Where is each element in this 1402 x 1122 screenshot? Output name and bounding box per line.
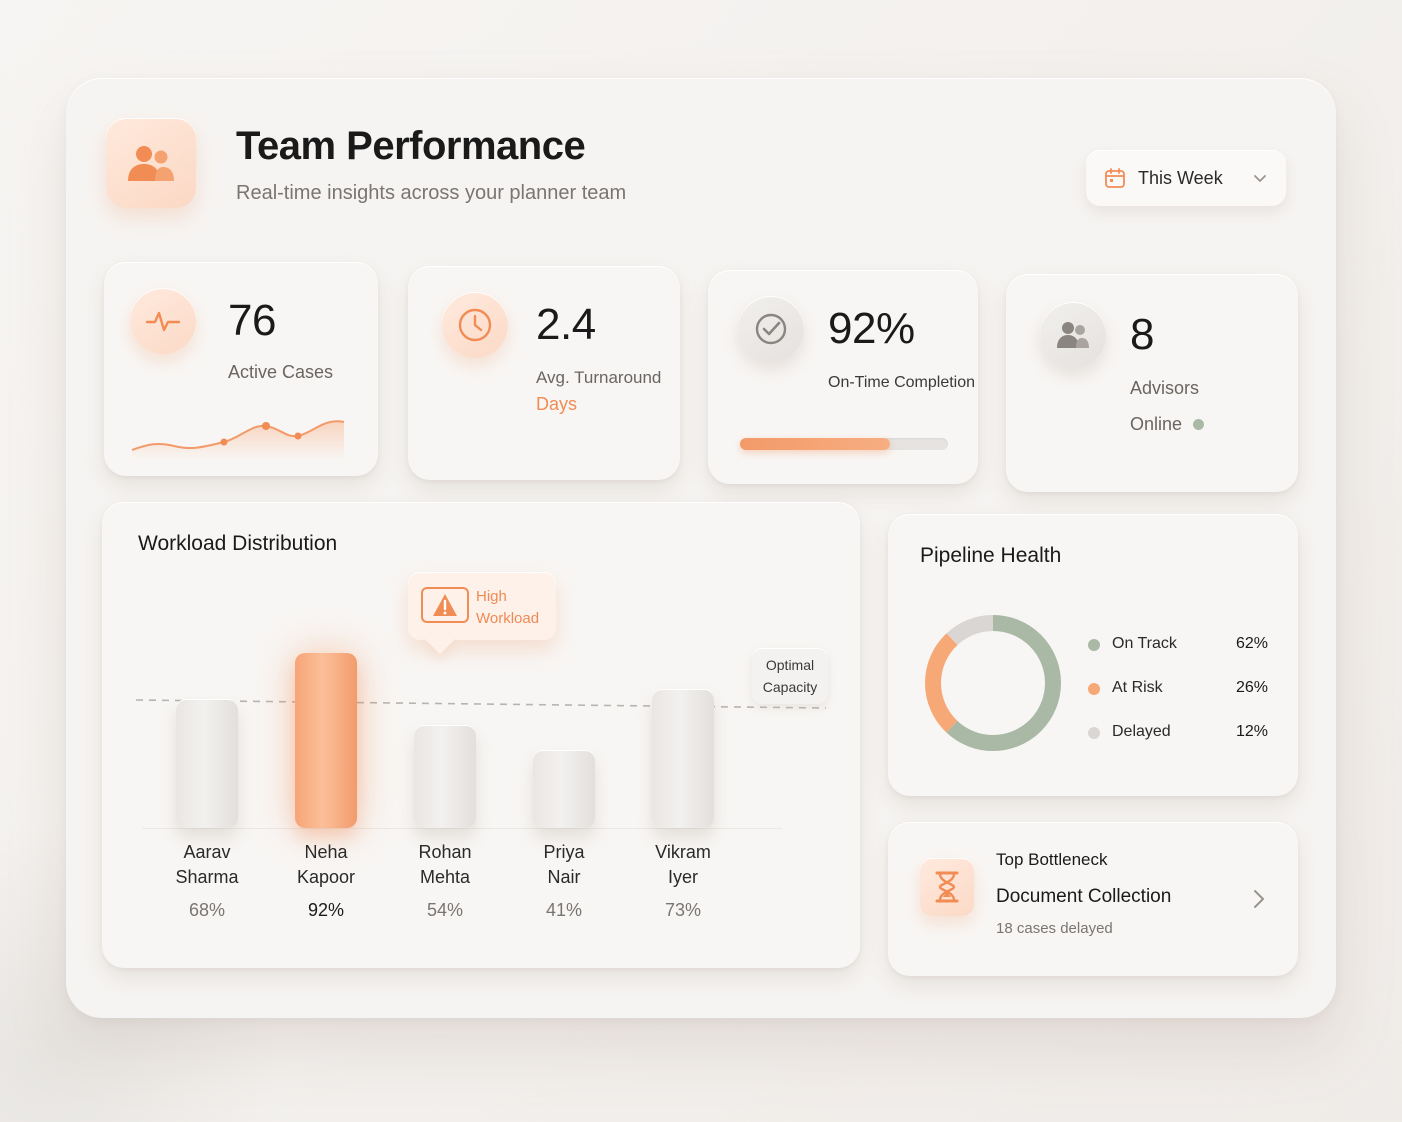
legend-value: 26% — [1235, 679, 1268, 696]
on-time-progress-track — [740, 438, 948, 450]
workload-member-pct: 54% — [426, 900, 464, 920]
high-workload-callout: High Workload — [408, 572, 556, 640]
period-label: This Week — [1138, 167, 1223, 188]
bottleneck-card[interactable]: Top Bottleneck Document Collection 18 ca… — [888, 822, 1298, 976]
bottleneck-name: Document Collection — [996, 886, 1172, 907]
optimal-line-1: Optimal — [765, 657, 815, 673]
donut-segment-at-risk[interactable] — [925, 615, 1061, 751]
active-cases-label: Active Cases — [228, 362, 334, 382]
advisors-status: Online — [1130, 414, 1183, 434]
turnaround-label: Avg. Turnaround — [536, 368, 662, 387]
period-dropdown[interactable]: This Week — [1086, 150, 1286, 206]
legend-value: 62% — [1235, 635, 1268, 652]
legend-label: At Risk — [1112, 679, 1163, 696]
donut-segment-delayed[interactable] — [925, 615, 1061, 751]
workload-member-pct: 41% — [545, 900, 583, 920]
workload-title: Workload Distribution — [138, 532, 338, 555]
advisors-label: Advisors — [1130, 378, 1200, 398]
workload-member-name: Rohan Mehta — [390, 840, 500, 890]
member-first-name: Priya — [543, 842, 585, 862]
check-circle-icon — [738, 296, 804, 362]
workload-member-name: Vikram Iyer — [628, 840, 738, 890]
member-last-name: Kapoor — [296, 867, 356, 887]
turnaround-value: 2.4 — [536, 300, 596, 349]
bottleneck-heading: Top Bottleneck — [996, 850, 1108, 869]
chevron-right-icon[interactable] — [1250, 888, 1268, 910]
legend-dot — [1088, 727, 1100, 739]
turnaround-unit: Days — [536, 394, 578, 414]
member-first-name: Neha — [304, 842, 348, 862]
clock-icon — [442, 292, 508, 358]
stat-card-turnaround[interactable]: 2.4 Avg. Turnaround Days — [408, 266, 680, 480]
team-icon — [106, 118, 196, 208]
advisors-value: 8 — [1130, 310, 1154, 359]
dashboard-panel: Team Performance Real-time insights acro… — [66, 78, 1336, 1018]
legend-item-at-risk: At Risk 26% — [1088, 678, 1268, 702]
warning-line-2: Workload — [476, 610, 540, 627]
workload-member-pct: 73% — [664, 900, 702, 920]
legend-dot — [1088, 639, 1100, 651]
legend-item-delayed: Delayed 12% — [1088, 722, 1268, 746]
member-last-name: Nair — [547, 867, 581, 887]
pulse-icon — [130, 288, 196, 354]
workload-member-pct: 68% — [188, 900, 226, 920]
workload-bar-vikram[interactable] — [652, 689, 714, 828]
pipeline-title: Pipeline Health — [920, 544, 1062, 567]
legend-item-on-track: On Track 62% — [1088, 634, 1268, 658]
member-first-name: Vikram — [655, 842, 711, 862]
stat-card-on-time[interactable]: 92% On-Time Completion — [708, 270, 978, 484]
page-title: Team Performance — [236, 124, 586, 168]
optimal-capacity-tag: Optimal Capacity — [752, 648, 828, 704]
workload-member-pct: 92% — [307, 900, 345, 920]
optimal-line-2: Capacity — [762, 679, 818, 695]
workload-card: Workload Distribution High Workload Opti… — [102, 502, 860, 968]
page-subtitle: Real-time insights across your planner t… — [236, 182, 627, 204]
hourglass-icon — [920, 858, 974, 916]
legend-value: 12% — [1235, 723, 1268, 740]
workload-member-name: Priya Nair — [509, 840, 619, 890]
online-dot — [1193, 419, 1204, 430]
member-last-name: Sharma — [175, 867, 239, 887]
chart-baseline — [142, 828, 782, 829]
active-cases-value: 76 — [228, 296, 276, 345]
workload-bar-neha[interactable] — [295, 653, 357, 828]
legend-label: Delayed — [1112, 723, 1171, 740]
pipeline-donut — [925, 615, 1061, 751]
chevron-down-icon — [1254, 175, 1266, 182]
member-first-name: Rohan — [418, 842, 472, 862]
warning-icon — [421, 587, 469, 623]
member-last-name: Iyer — [667, 867, 698, 887]
legend-dot — [1088, 683, 1100, 695]
stat-card-advisors[interactable]: 8 Advisors Online — [1006, 274, 1298, 492]
member-first-name: Aarav — [183, 842, 231, 862]
member-last-name: Mehta — [419, 867, 471, 887]
on-time-progress-fill — [740, 438, 890, 450]
active-cases-sparkline — [131, 420, 345, 460]
optimal-capacity-line — [136, 699, 826, 709]
workload-bar-priya[interactable] — [533, 750, 595, 828]
workload-bar-rohan[interactable] — [414, 725, 476, 828]
calendar-icon — [1105, 168, 1125, 188]
on-time-label: On-Time Completion — [828, 374, 976, 391]
stat-card-active-cases[interactable]: 76 Active Cases — [104, 262, 378, 476]
pipeline-card: Pipeline Health On Track 62% At Risk 26% Del… — [888, 514, 1298, 796]
workload-bar-aarav[interactable] — [176, 699, 238, 828]
users-icon — [1040, 302, 1106, 368]
workload-member-name: Neha Kapoor — [271, 840, 381, 890]
legend-label: On Track — [1112, 635, 1177, 652]
bottleneck-detail: 18 cases delayed — [996, 920, 1113, 937]
on-time-value: 92% — [828, 304, 915, 353]
workload-member-name: Aarav Sharma — [152, 840, 262, 890]
warning-line-1: High — [476, 588, 507, 605]
